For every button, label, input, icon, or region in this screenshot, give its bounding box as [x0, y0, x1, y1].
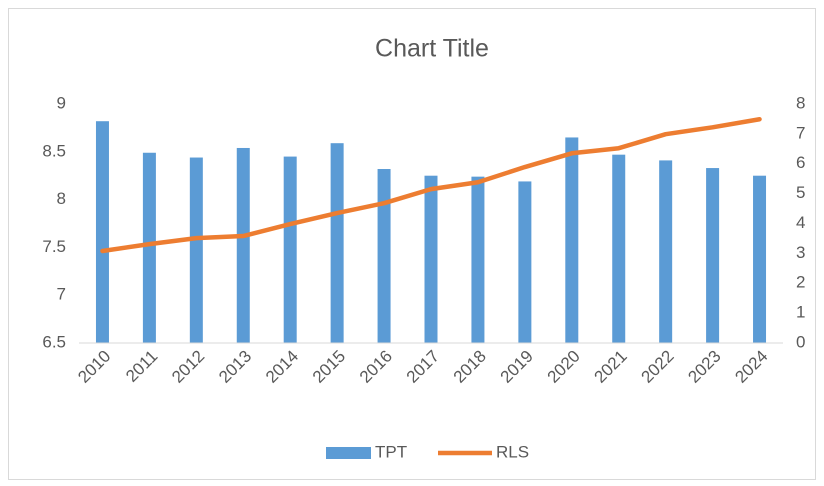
bar — [424, 175, 438, 343]
y2-tick-label: 2 — [796, 273, 805, 292]
bar — [565, 137, 579, 343]
bar — [189, 157, 203, 343]
y2-tick-label: 4 — [796, 213, 805, 232]
line — [100, 116, 762, 254]
y-tick-label: 7.5 — [42, 237, 66, 256]
y2-tick-label: 8 — [796, 93, 805, 112]
bar — [377, 169, 391, 343]
y2-tick-label: 6 — [796, 153, 805, 172]
bar — [471, 176, 485, 343]
chart-border — [8, 8, 816, 480]
bar — [659, 160, 673, 343]
y2-tick-label: 5 — [796, 183, 805, 202]
y-tick-label: 8 — [57, 189, 66, 208]
bar — [612, 154, 626, 343]
y2-tick-label: 3 — [796, 243, 805, 262]
bar — [518, 181, 532, 343]
bar — [706, 168, 720, 343]
bar — [142, 152, 156, 343]
y-tick-label: 9 — [57, 93, 66, 112]
bar — [753, 175, 767, 343]
bar — [95, 121, 109, 343]
legend-label: RLS — [496, 442, 529, 461]
legend-label: TPT — [375, 442, 407, 461]
bar — [330, 143, 344, 343]
bar — [283, 156, 297, 343]
bar — [236, 147, 250, 343]
y-tick-label: 8.5 — [42, 141, 66, 160]
y2-tick-label: 7 — [796, 123, 805, 142]
y-tick-label: 6.5 — [42, 332, 66, 351]
y2-tick-label: 1 — [796, 303, 805, 322]
y2-tick-label: 0 — [796, 332, 805, 351]
y-tick-label: 7 — [57, 285, 66, 304]
legend-swatch — [326, 447, 371, 459]
chart-title: Chart Title — [375, 35, 489, 63]
